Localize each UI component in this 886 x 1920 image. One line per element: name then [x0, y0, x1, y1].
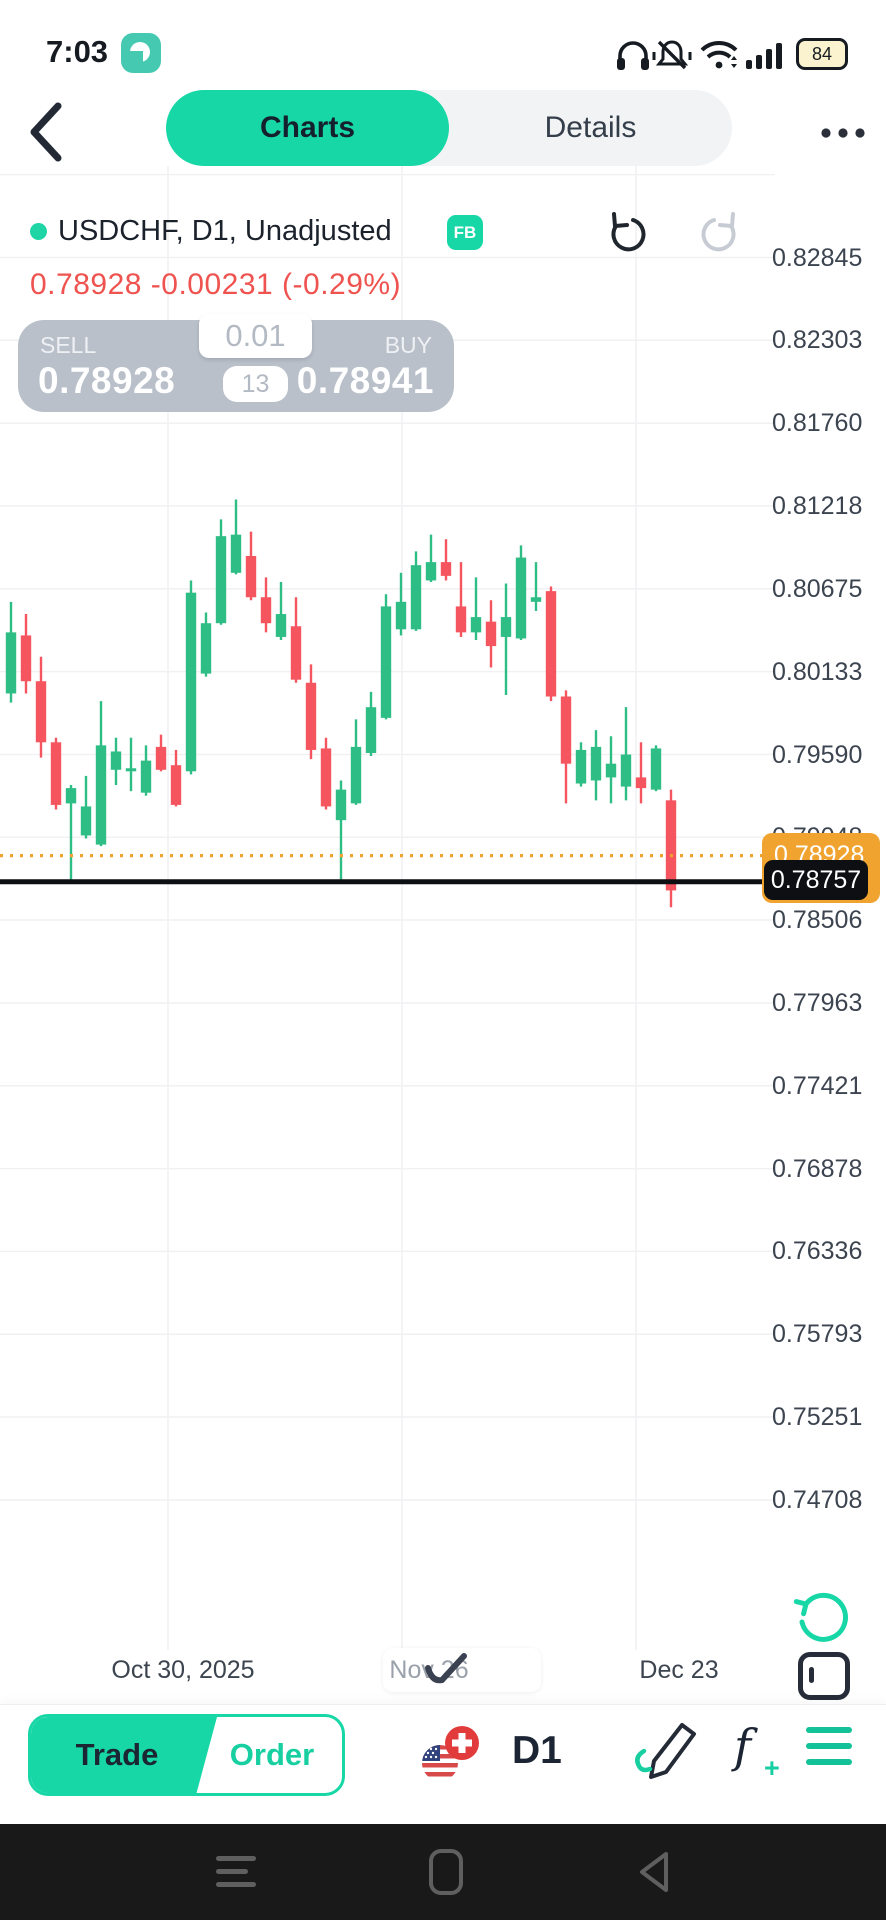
- y-axis-label: 0.82845: [772, 243, 863, 272]
- y-axis-label: 0.80675: [772, 574, 863, 603]
- timeframe-button[interactable]: D1: [512, 1729, 562, 1772]
- app-notification-icon: [121, 33, 161, 73]
- y-axis-label: 0.74708: [772, 1485, 863, 1514]
- y-axis-label: 0.81218: [772, 491, 863, 520]
- bottom-toolbar: Trade Order D1 f +: [0, 1704, 886, 1824]
- tab-details[interactable]: Details: [544, 111, 637, 144]
- broker-badge: FB: [447, 215, 483, 250]
- trade-order-switch: Trade Order: [28, 1714, 345, 1796]
- spread-value: 13: [223, 366, 288, 402]
- headphones-icon: [617, 41, 649, 70]
- rotate-screen-icon[interactable]: [798, 1652, 850, 1700]
- buy-button[interactable]: 0.78941: [296, 360, 434, 401]
- signal-bars-icon: [746, 43, 782, 69]
- symbol-status-dot: [30, 223, 47, 240]
- undo-icon[interactable]: [600, 210, 652, 258]
- y-axis-label: 0.79590: [772, 740, 863, 769]
- home-button[interactable]: [418, 1848, 474, 1896]
- sell-label: SELL: [40, 332, 97, 358]
- back-nav-button[interactable]: [628, 1848, 684, 1896]
- battery-level: 84: [811, 43, 833, 64]
- y-axis-label: 0.75793: [772, 1320, 863, 1349]
- y-axis-label: 0.77963: [772, 988, 863, 1017]
- android-nav-bar: [0, 1824, 886, 1920]
- more-options-button[interactable]: [818, 124, 870, 142]
- y-axis-label: 0.77421: [772, 1071, 863, 1100]
- y-axis-label: 0.78506: [772, 906, 863, 935]
- order-button[interactable]: Order: [229, 1737, 315, 1772]
- back-button[interactable]: [26, 100, 66, 164]
- usdchf-flag-icon[interactable]: [418, 1725, 482, 1785]
- sell-button[interactable]: 0.78928: [38, 360, 176, 401]
- volume-input[interactable]: 0.01: [199, 314, 312, 358]
- y-axis-label: 0.81760: [772, 409, 863, 438]
- y-axis-label: 0.80133: [772, 657, 863, 686]
- buy-label: BUY: [384, 332, 432, 358]
- reset-chart-icon[interactable]: [792, 1588, 848, 1644]
- chart-menu-icon[interactable]: [806, 1727, 852, 1775]
- indicators-icon[interactable]: f +: [734, 1719, 780, 1783]
- tab-charts[interactable]: Charts: [166, 90, 449, 166]
- y-axis-label: 0.82303: [772, 326, 863, 355]
- mute-vibrate-icon: [652, 40, 692, 70]
- y-axis-label: 0.75251: [772, 1403, 863, 1432]
- y-axis-label: 0.76878: [772, 1154, 863, 1183]
- redo-icon[interactable]: [700, 210, 752, 258]
- anchor-point-icon[interactable]: [420, 1650, 476, 1698]
- swiss-flag: [445, 1726, 479, 1760]
- symbol-title[interactable]: USDCHF, D1, Unadjusted: [58, 215, 392, 247]
- status-time: 7:03: [46, 34, 109, 69]
- y-axis-label: 0.76336: [772, 1237, 863, 1266]
- recent-apps-button[interactable]: [208, 1848, 264, 1896]
- drawing-tools-icon[interactable]: [630, 1717, 706, 1789]
- x-axis-label: Dec 23: [639, 1656, 719, 1684]
- quote-change: 0.78928 -0.00231 (-0.29%): [30, 268, 402, 301]
- x-axis-label: Oct 30, 2025: [111, 1656, 255, 1684]
- battery-icon: 84: [796, 38, 848, 70]
- one-click-trade-panel: SELL 0.78928 BUY 0.78941 0.01 13: [18, 314, 454, 412]
- support-line-badge: 0.78757: [764, 860, 868, 900]
- wifi-icon: [700, 40, 738, 69]
- trade-button[interactable]: Trade: [31, 1717, 217, 1793]
